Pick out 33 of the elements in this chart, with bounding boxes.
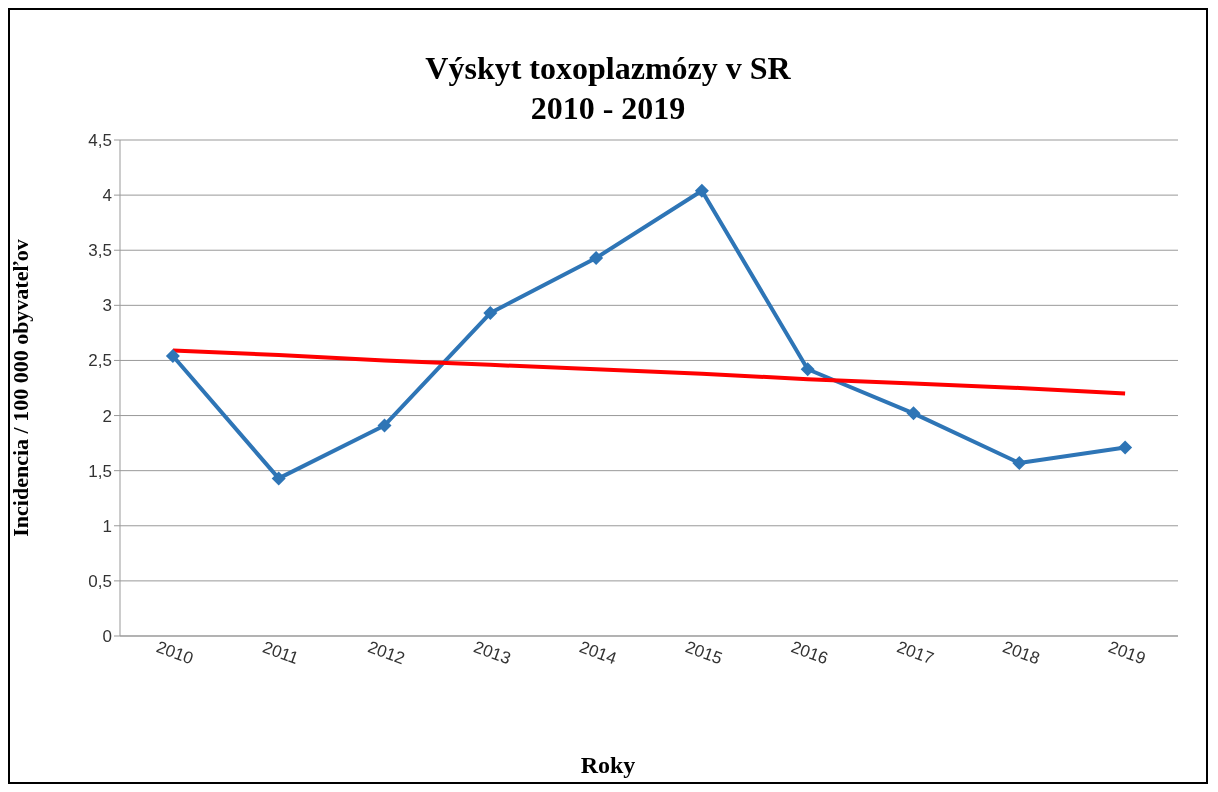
y-tick-label: 2,5 (88, 351, 112, 371)
x-axis-title: Roky (579, 752, 637, 779)
x-tick-label: 2011 (260, 637, 302, 669)
y-tick-label: 0 (102, 627, 112, 647)
point (800, 362, 815, 377)
point (589, 250, 604, 265)
point (165, 349, 180, 364)
y-tick-label: 3,5 (88, 241, 112, 261)
x-tick-label: 2014 (576, 637, 619, 669)
x-tick-label: 2016 (788, 637, 831, 669)
point (1012, 455, 1027, 470)
point (271, 471, 286, 486)
chart-title: Výskyt toxoplazmózy v SR 2010 - 2019 (424, 49, 792, 128)
point (694, 183, 709, 198)
x-tick-label: 2010 (153, 637, 196, 669)
point (483, 306, 498, 321)
y-tick-label: 0,5 (88, 571, 112, 591)
y-tick-label: 4,5 (88, 131, 112, 151)
point (1118, 440, 1133, 455)
y-tick-label: 4 (102, 186, 112, 206)
y-tick-label: 3 (102, 296, 112, 316)
y-tick-label: 1,5 (88, 461, 112, 481)
x-tick-label: 2013 (471, 637, 514, 669)
point (906, 406, 921, 421)
y-tick-label: 1 (102, 516, 112, 536)
x-tick-label: 2017 (894, 637, 937, 669)
y-tick-label: 2 (102, 406, 112, 426)
point (377, 418, 392, 433)
x-tick-label: 2018 (1000, 637, 1043, 669)
y-axis-title: Incidencia / 100 000 obyvateľov (7, 239, 33, 537)
x-tick-label: 2019 (1105, 637, 1148, 669)
x-tick-label: 2015 (682, 637, 725, 669)
x-tick-label: 2012 (365, 637, 408, 669)
